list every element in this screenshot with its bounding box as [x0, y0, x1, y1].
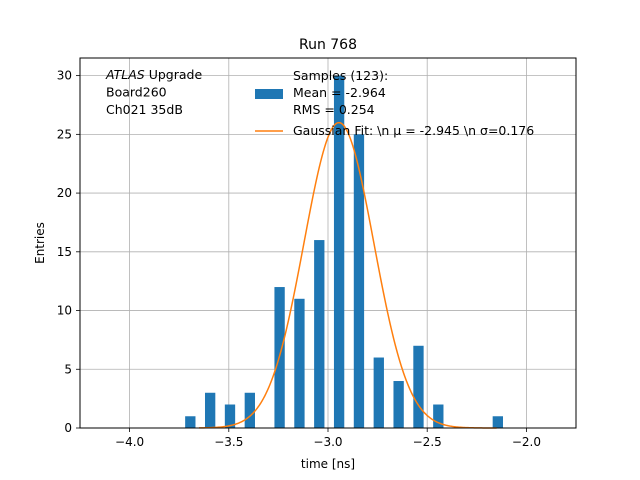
- annotation-line-1: Board260: [106, 85, 167, 100]
- x-tick-label-4: −2.0: [512, 435, 541, 449]
- y-tick-label-6: 30: [57, 69, 72, 83]
- histogram-bar-13: [492, 416, 503, 428]
- histogram-bar-5: [294, 298, 305, 428]
- annotation-text-0-1: Upgrade: [145, 67, 203, 82]
- histogram-bar-0: [185, 416, 196, 428]
- x-tick-label-3: −2.5: [413, 435, 442, 449]
- x-axis-label: time [ns]: [301, 457, 355, 471]
- legend-samples-line-2: RMS = 0.254: [293, 102, 375, 117]
- y-tick-label-3: 15: [57, 245, 72, 259]
- legend-samples-line-0: Samples (123):: [293, 68, 388, 83]
- y-tick-label-0: 0: [64, 421, 72, 435]
- grid-lines: [80, 58, 576, 429]
- y-tick-label-4: 20: [57, 186, 72, 200]
- legend-samples-swatch: [255, 89, 283, 99]
- annotation-line-0: ATLAS Upgrade: [105, 67, 202, 82]
- y-tick-label-1: 5: [64, 362, 72, 376]
- chart-title: Run 768: [299, 37, 357, 53]
- histogram-bar-9: [373, 357, 384, 428]
- gaussian-fit: [199, 121, 497, 429]
- y-tick-label-2: 10: [57, 304, 72, 318]
- legend-samples-line-1: Mean = -2.964: [293, 85, 386, 100]
- annotation-line-2: Ch021 35dB: [106, 102, 183, 117]
- histogram-bar-1: [204, 392, 216, 428]
- histogram-bar-11: [413, 345, 424, 428]
- x-tick-label-0: −4.0: [115, 435, 144, 449]
- histogram-bar-10: [393, 381, 404, 428]
- histogram-bar-7: [333, 75, 345, 428]
- atlas-annotation: ATLAS Upgrade Board260 Ch021 35dB: [105, 67, 202, 117]
- histogram-bar-6: [314, 240, 325, 428]
- x-tick-label-2: −3.0: [313, 435, 342, 449]
- y-tick-label-5: 25: [57, 127, 72, 141]
- annotation-text-0-0: ATLAS: [105, 67, 145, 82]
- legend: Samples (123): Mean = -2.964 RMS = 0.254…: [255, 68, 534, 138]
- y-axis-label: Entries: [33, 222, 47, 264]
- histogram-bar-3: [244, 392, 255, 428]
- annotation-text-2-0: Ch021 35dB: [106, 102, 183, 117]
- gaussian-fit-curve: [199, 121, 497, 429]
- axis-ticks: −4.0 −3.5 −3.0 −2.5 −2.0 0 5 10 15 20 25 30: [57, 69, 541, 449]
- x-tick-label-1: −3.5: [214, 435, 243, 449]
- histogram-bar-8: [353, 134, 365, 428]
- histogram-bar-12: [433, 404, 444, 428]
- histogram-bar-2: [224, 404, 236, 428]
- annotation-text-1-0: Board260: [106, 85, 167, 100]
- legend-fit-line-0: Gaussian Fit: \n μ = -2.945 \n σ=0.176: [293, 123, 534, 138]
